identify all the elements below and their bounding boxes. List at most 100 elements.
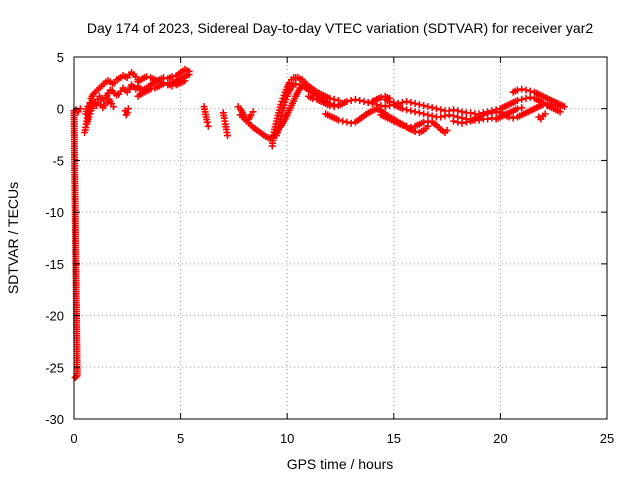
data-point: [155, 78, 163, 86]
data-point: [330, 103, 338, 111]
data-point: [458, 119, 466, 127]
data-point: [381, 103, 389, 111]
data-point: [343, 118, 351, 126]
data-point: [109, 103, 117, 111]
plot-frame: [73, 56, 608, 420]
data-point: [467, 109, 475, 117]
x-tick-label: 10: [280, 431, 294, 446]
data-point: [403, 97, 411, 105]
data-point: [449, 106, 457, 114]
series-seg-h2: [535, 110, 549, 123]
data-point: [484, 110, 492, 118]
data-point: [513, 86, 521, 94]
data-point: [411, 100, 419, 108]
data-point: [326, 102, 334, 110]
data-point: [360, 97, 368, 105]
data-point: [356, 96, 364, 104]
data-point: [428, 104, 436, 112]
data-point: [420, 102, 428, 110]
data-point: [203, 118, 211, 126]
tick-labels: 0 5 10 15 20 25 5 0 -5 -10 -15 -20 -25 -30: [45, 50, 614, 446]
data-point: [415, 109, 423, 117]
series-seg-a2: [83, 81, 142, 128]
data-point: [364, 99, 372, 107]
data-point: [368, 100, 376, 108]
series-seg-b3: [134, 73, 189, 90]
x-tick-label: 5: [177, 431, 184, 446]
data-point: [160, 79, 168, 87]
data-point: [292, 80, 300, 88]
y-axis-label: SDTVAR / TECUs: [5, 182, 21, 294]
data-point: [424, 117, 432, 125]
data-point: [411, 108, 419, 116]
data-point: [437, 106, 445, 114]
data-point: [437, 113, 445, 121]
y-tick-label: -25: [45, 360, 64, 375]
y-tick-label: -5: [52, 153, 64, 168]
series-seg-c2: [219, 109, 232, 140]
series-seg-a3: [82, 95, 117, 118]
data-point: [403, 106, 411, 114]
data-point: [560, 103, 568, 111]
data-point: [386, 97, 394, 105]
y-tick-label: -20: [45, 309, 64, 324]
data-point: [445, 107, 453, 115]
data-point: [339, 117, 347, 125]
y-tick-label: 0: [57, 102, 64, 117]
data-point: [522, 86, 530, 94]
data-point: [415, 101, 423, 109]
data-point: [424, 111, 432, 119]
data-point: [518, 104, 526, 112]
series-seg-f2: [377, 111, 451, 137]
y-tick-label: -15: [45, 257, 64, 272]
data-point: [492, 108, 500, 116]
data-point: [428, 112, 436, 120]
x-tick-label: 20: [493, 431, 507, 446]
data-point: [249, 108, 257, 116]
series-seg-early-outlier: [70, 105, 84, 382]
y-tick-label: -30: [45, 412, 64, 427]
data-point: [351, 95, 359, 103]
data-points: [70, 65, 568, 382]
data-point: [526, 93, 534, 101]
data-point: [142, 73, 150, 81]
data-point: [541, 110, 549, 118]
chart-title: Day 174 of 2023, Sidereal Day-to-day VTE…: [87, 20, 593, 36]
data-point: [224, 132, 232, 140]
data-point: [168, 82, 176, 90]
x-tick-label: 15: [387, 431, 401, 446]
data-point: [526, 87, 534, 95]
data-point: [394, 100, 402, 108]
series-seg-d2: [236, 84, 304, 143]
data-point: [539, 101, 547, 109]
data-point: [334, 116, 342, 124]
series-seg-c1: [200, 103, 212, 130]
series-seg-h1: [509, 85, 568, 111]
data-point: [454, 118, 462, 126]
data-point: [398, 121, 406, 129]
data-point: [488, 109, 496, 117]
data-point: [454, 107, 462, 115]
data-point: [407, 99, 415, 107]
data-point: [407, 107, 415, 115]
data-point: [390, 99, 398, 107]
data-point: [347, 119, 355, 127]
data-point: [556, 108, 564, 116]
data-point: [513, 96, 521, 104]
data-point: [398, 99, 406, 107]
data-point: [185, 71, 193, 79]
data-point: [398, 105, 406, 113]
data-point: [432, 105, 440, 113]
data-point: [343, 97, 351, 105]
data-point: [509, 114, 517, 122]
data-point: [420, 110, 428, 118]
data-point: [449, 117, 457, 125]
data-point: [377, 93, 385, 101]
data-point: [373, 101, 381, 109]
data-point: [124, 105, 132, 113]
data-point: [458, 108, 466, 116]
data-point: [407, 123, 415, 131]
data-point: [181, 77, 189, 85]
data-point: [377, 102, 385, 110]
x-tick-label: 0: [70, 431, 77, 446]
